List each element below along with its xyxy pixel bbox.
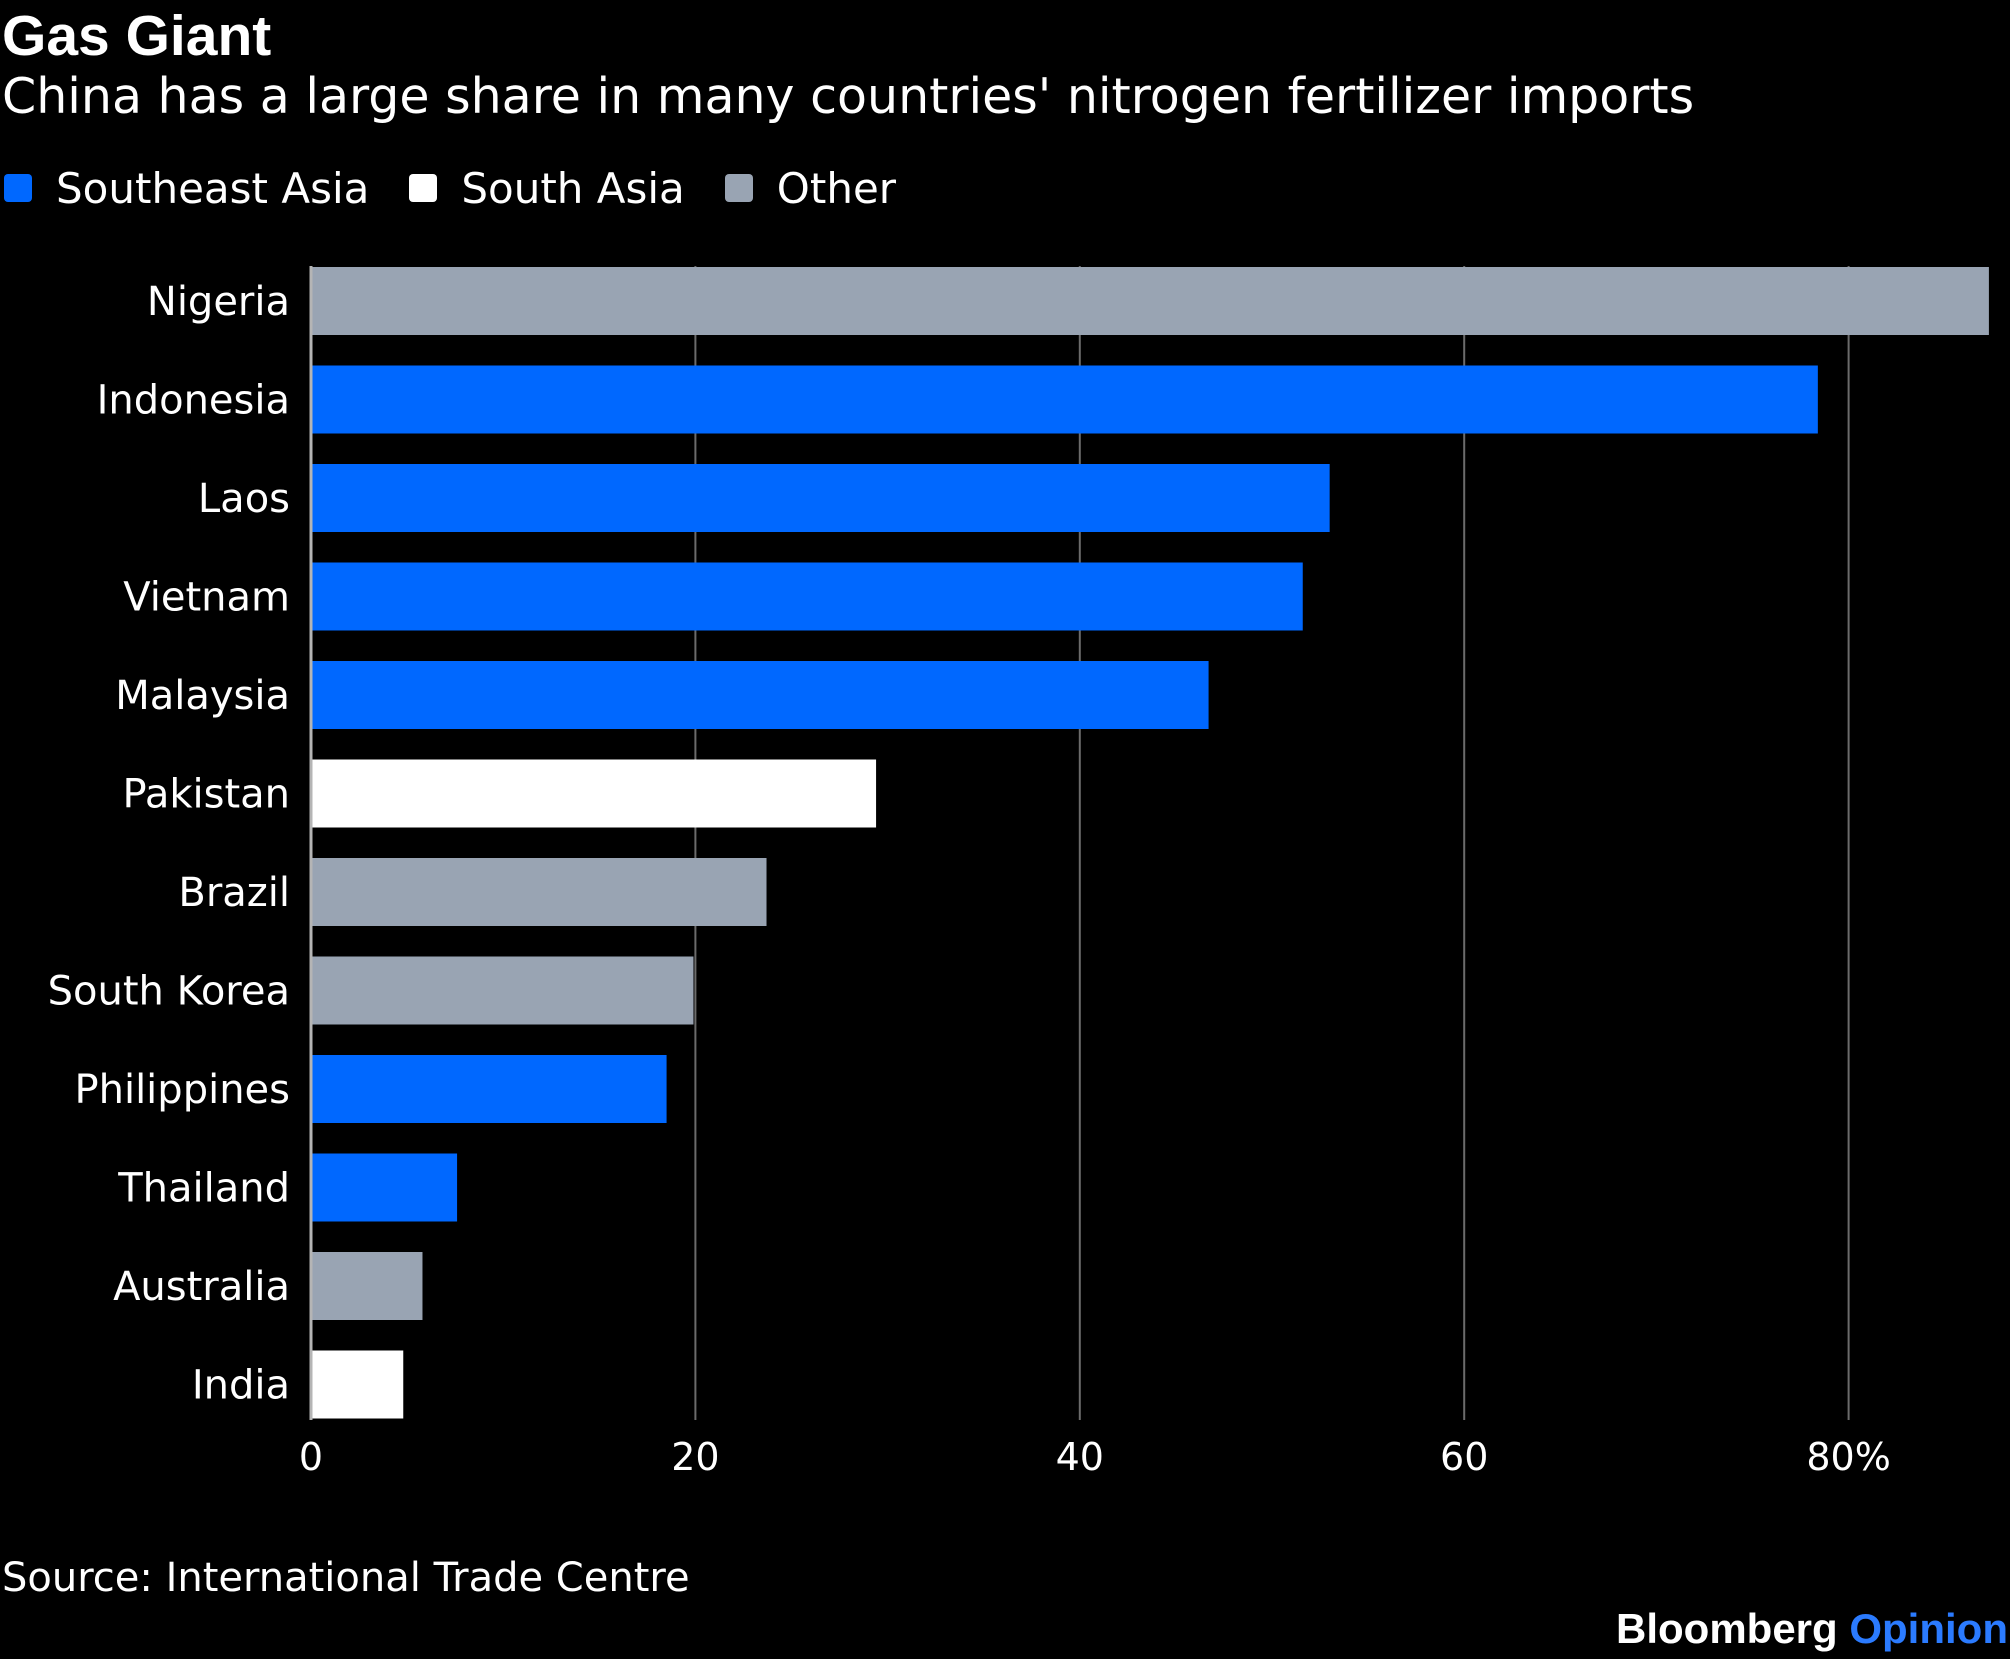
legend: Southeast Asia South Asia Other	[4, 160, 936, 216]
source-note: Source: International Trade Centre	[2, 1555, 690, 1601]
bar	[311, 1153, 458, 1222]
brand-logo: Bloomberg Opinion	[1616, 1603, 2008, 1655]
category-label: Philippines	[74, 1067, 290, 1113]
bar	[311, 365, 1818, 434]
category-label: India	[192, 1363, 290, 1409]
bar	[311, 1252, 423, 1320]
category-label: Vietnam	[123, 575, 290, 621]
legend-label-other: Other	[776, 163, 897, 213]
bar	[311, 267, 1989, 335]
tick-label: 0	[299, 1435, 323, 1479]
legend-item-other: Other	[724, 163, 897, 213]
legend-swatch-south-asia	[409, 174, 438, 202]
bar	[311, 562, 1303, 631]
bar	[311, 759, 877, 828]
chart-title: Gas Giant	[2, 4, 272, 68]
bar	[311, 464, 1330, 532]
legend-swatch-southeast-asia	[4, 174, 32, 202]
bar	[311, 956, 694, 1025]
legend-item-southeast-asia: Southeast Asia	[4, 164, 369, 213]
category-label: Malaysia	[115, 673, 290, 719]
tick-label: 40	[1056, 1435, 1104, 1479]
category-label: Pakistan	[123, 772, 291, 818]
category-label: Brazil	[178, 870, 290, 916]
bar	[311, 1055, 667, 1123]
category-label: Nigeria	[147, 279, 290, 325]
bar	[311, 1350, 404, 1419]
category-label: Thailand	[117, 1166, 290, 1212]
legend-label-south-asia: South Asia	[461, 163, 685, 213]
category-label: South Korea	[48, 969, 290, 1015]
tick-label: 20	[671, 1435, 719, 1479]
bar	[311, 661, 1209, 729]
legend-item-south-asia: South Asia	[409, 163, 685, 213]
legend-swatch-other	[724, 174, 753, 202]
chart-subtitle: China has a large share in many countrie…	[2, 68, 1695, 125]
category-label: Indonesia	[97, 378, 290, 424]
tick-label: 80%	[1806, 1435, 1890, 1479]
brand-main: Bloomberg	[1616, 1605, 1838, 1652]
category-label: Laos	[198, 476, 290, 522]
bar	[311, 858, 767, 926]
tick-label: 60	[1440, 1435, 1488, 1479]
category-label: Australia	[113, 1264, 290, 1310]
legend-label-southeast-asia: Southeast Asia	[56, 163, 370, 213]
brand-accent: Opinion	[1849, 1605, 2008, 1652]
